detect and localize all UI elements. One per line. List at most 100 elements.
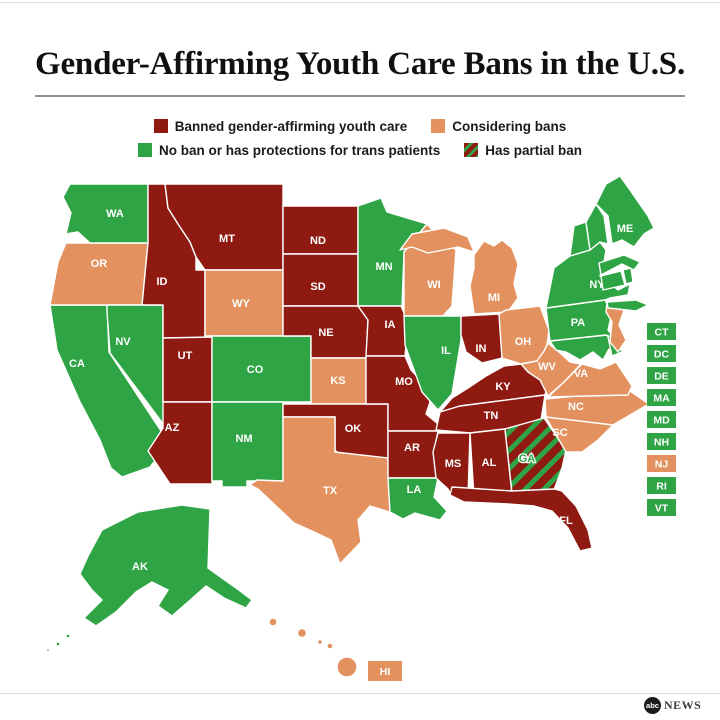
legend-swatch-banned	[153, 119, 168, 133]
state-ar: AR	[387, 430, 439, 479]
state-label-id: ID	[157, 276, 168, 288]
state-label-fl: FL	[559, 515, 573, 527]
state-sd: SD	[282, 253, 359, 307]
state-label-box-hi	[368, 661, 402, 681]
mini-state-ri: RI	[647, 477, 676, 494]
states-layer: CA OR WA NV ID MT WY UT CO AZ NM ND SD NE KS OK TX MN IA MO…	[45, 175, 655, 681]
state-nd: ND	[282, 205, 359, 255]
state-hi: HI	[268, 617, 402, 681]
mini-state-label: NH	[654, 437, 669, 449]
state-label-wy: WY	[232, 298, 250, 310]
state-label-wi: WI	[427, 279, 440, 291]
abc-logo-icon: abc	[644, 697, 661, 714]
state-label-wv: WV	[538, 361, 556, 373]
state-label-ia: IA	[385, 319, 396, 331]
state-label-va: VA	[574, 368, 589, 380]
state-label-ok: OK	[345, 423, 362, 435]
mini-state-nj: NJ	[647, 455, 676, 472]
mini-state-md: MD	[647, 411, 676, 428]
state-fl: FL	[449, 486, 593, 552]
state-label-in: IN	[476, 343, 487, 355]
state-label-oh: OH	[515, 336, 532, 348]
legend-item-considering: Considering bans	[431, 119, 566, 134]
state-ga: GA	[504, 417, 567, 494]
state-wv: WV	[520, 342, 582, 397]
state-label-la: LA	[407, 484, 422, 496]
mini-state-ma: MA	[647, 389, 676, 406]
legend-row-2: No ban or has protections for trans pati…	[0, 139, 720, 161]
state-label-mt: MT	[219, 233, 235, 245]
state-label-or: OR	[91, 258, 108, 270]
page-title: Gender-Affirming Youth Care Bans in the …	[35, 46, 685, 82]
state-label-mo: MO	[395, 376, 413, 388]
mini-state-dc: DC	[647, 345, 676, 362]
state-label-co: CO	[247, 364, 264, 376]
state-label-ut: UT	[178, 350, 193, 362]
state-label-hi: HI	[380, 666, 391, 678]
legend-label: Banned gender-affirming youth care	[174, 118, 408, 134]
small-state-boxes: CT DC DE MA MD NH NJ RI VT	[647, 323, 676, 516]
state-wy: WY	[204, 269, 284, 337]
state-label-mi: MI	[488, 292, 500, 304]
state-ut: UT	[162, 336, 213, 403]
state-label-az: AZ	[165, 422, 180, 434]
state-label-ga: GA	[519, 453, 536, 465]
state-label-sd: SD	[310, 281, 325, 293]
mini-state-label: CT	[655, 327, 670, 339]
state-nc: NC	[544, 390, 650, 426]
state-ks: KS	[310, 357, 367, 405]
state-label-nm: NM	[235, 433, 252, 445]
state-co: CO	[211, 335, 312, 403]
news-wordmark: NEWS	[664, 698, 702, 712]
state-label-il: IL	[441, 345, 451, 357]
legend-label: Considering bans	[452, 118, 567, 134]
legend-row-1: Banned gender-affirming youth care Consid…	[0, 115, 720, 137]
legend-label: Has partial ban	[485, 142, 583, 158]
state-label-ks: KS	[330, 375, 345, 387]
mini-state-label: RI	[656, 481, 667, 493]
state-label-mn: MN	[375, 261, 392, 273]
state-mo: MO	[365, 355, 439, 432]
state-label-ky: KY	[495, 381, 511, 393]
abc-news-logo: abc NEWS	[644, 697, 701, 714]
state-label-me: ME	[617, 223, 634, 235]
state-label-pa: PA	[571, 317, 586, 329]
state-label-ca: CA	[69, 358, 85, 370]
abc-logo-text: abc	[646, 701, 659, 710]
state-az: AZ	[147, 401, 213, 485]
state-label-ms: MS	[445, 458, 462, 470]
state-ct	[600, 270, 626, 291]
state-label-nc: NC	[568, 401, 584, 413]
state-label-ar: AR	[404, 442, 420, 454]
top-border-line	[0, 2, 720, 3]
mini-state-label: DE	[654, 371, 669, 383]
state-label-nv: NV	[115, 336, 131, 348]
mini-state-label: NJ	[655, 459, 669, 471]
state-tn: TN	[435, 394, 546, 434]
state-nm: NM	[211, 401, 284, 488]
state-or: OR	[49, 242, 149, 306]
state-ak: AK	[45, 504, 253, 653]
state-label-ak: AK	[132, 561, 148, 573]
state-ma	[598, 254, 641, 276]
mini-state-label: MA	[653, 393, 670, 405]
mini-state-label: DC	[654, 349, 670, 361]
mini-state-ct: CT	[647, 323, 676, 340]
state-ms: MS	[432, 432, 471, 498]
state-label-al: AL	[482, 457, 497, 469]
state-label-tn: TN	[484, 410, 499, 422]
state-mi: MI	[399, 227, 519, 315]
state-la: LA	[387, 477, 448, 521]
state-in: IN	[460, 313, 503, 364]
legend-label: No ban or has protections for trans pati…	[158, 142, 441, 158]
state-mt: MT	[164, 183, 284, 271]
legend-item-partial: Has partial ban	[464, 143, 582, 158]
legend-swatch-none	[137, 143, 152, 157]
state-label-tx: TX	[323, 485, 338, 497]
legend-swatch-considering	[431, 119, 446, 133]
mini-state-label: VT	[655, 503, 669, 515]
state-label-wa: WA	[106, 208, 124, 220]
mini-state-vt: VT	[647, 499, 676, 516]
